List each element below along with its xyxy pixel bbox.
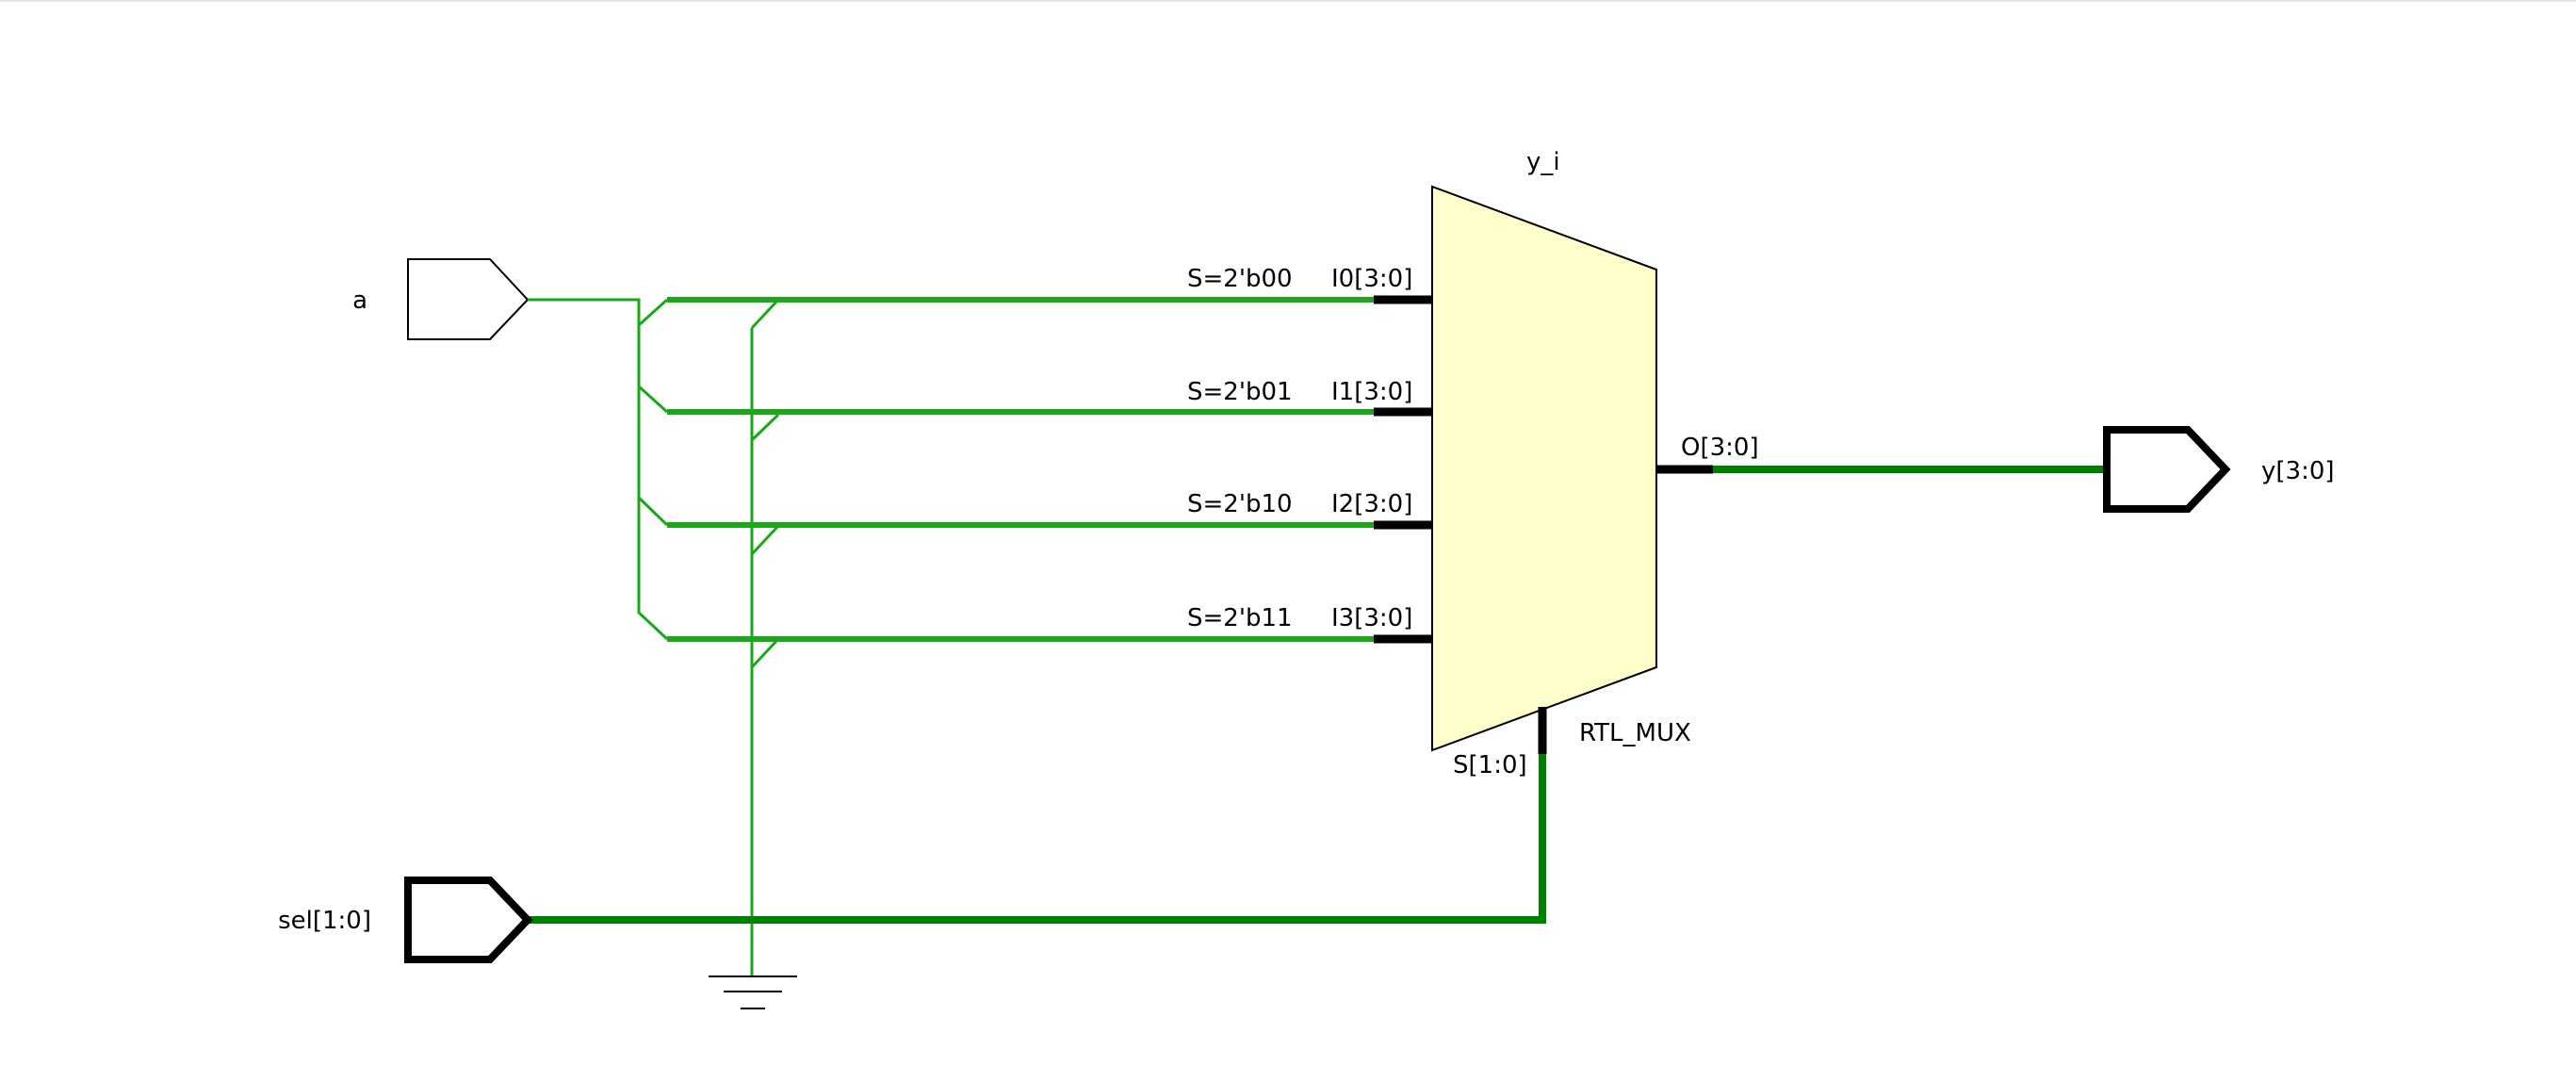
select-labels: S=2'b00 S=2'b01 S=2'b10 S=2'b11	[1187, 265, 1293, 632]
mux-input-pins[interactable]	[1374, 295, 1432, 644]
pin-o-label: O[3:0]	[1681, 434, 1759, 462]
port-y-symbol[interactable]	[2103, 426, 2231, 513]
mux-body[interactable]	[1431, 185, 1657, 752]
net-a-stub[interactable]	[528, 298, 669, 641]
port-sel-symbol[interactable]	[404, 877, 533, 963]
net-a-tap-0[interactable]	[637, 298, 669, 327]
select-label-3: S=2'b11	[1187, 604, 1293, 632]
port-sel[interactable]: sel[1:0]	[278, 877, 533, 963]
select-label-1: S=2'b01	[1187, 378, 1293, 406]
bus-sel[interactable]	[528, 754, 1546, 924]
net-ground-tap-1[interactable]	[750, 413, 780, 442]
select-label-2: S=2'b10	[1187, 490, 1293, 518]
select-label-0: S=2'b00	[1187, 265, 1293, 293]
port-y[interactable]: y[3:0]	[2103, 426, 2335, 513]
net-a-tap-1[interactable]	[637, 385, 669, 414]
port-sel-label: sel[1:0]	[278, 907, 371, 935]
net-a-tap-2[interactable]	[637, 496, 669, 527]
net-ground-tap-2[interactable]	[750, 524, 780, 556]
mux-input-pin-labels: I0[3:0] I1[3:0] I2[3:0] I3[3:0]	[1331, 265, 1412, 632]
net-ground-tap-3[interactable]	[750, 637, 780, 669]
mux-cell-type: RTL_MUX	[1579, 719, 1691, 747]
ground-icon	[709, 975, 797, 1009]
mux-input-buses[interactable]	[667, 297, 1374, 642]
pin-i1-label: I1[3:0]	[1331, 378, 1412, 406]
port-a-symbol[interactable]	[407, 258, 530, 340]
port-a-label: a	[352, 287, 367, 315]
net-ground[interactable]	[750, 298, 780, 976]
pin-s-label: S[1:0]	[1453, 751, 1527, 779]
port-y-label: y[3:0]	[2261, 457, 2335, 485]
net-ground-tap-0[interactable]	[750, 298, 780, 330]
pin-i2-label: I2[3:0]	[1331, 490, 1412, 518]
mux-cell[interactable]: y_i I0[3:0] I1[3:0] I2[3:0] I3[3:0] O[3:…	[1331, 148, 1759, 779]
pin-i3-label: I3[3:0]	[1331, 604, 1412, 632]
top-border	[0, 0, 2576, 2]
net-a[interactable]	[528, 298, 669, 641]
mux-instance-name: y_i	[1526, 148, 1560, 176]
pin-i0-label: I0[3:0]	[1331, 265, 1412, 293]
port-a[interactable]: a	[352, 258, 530, 340]
